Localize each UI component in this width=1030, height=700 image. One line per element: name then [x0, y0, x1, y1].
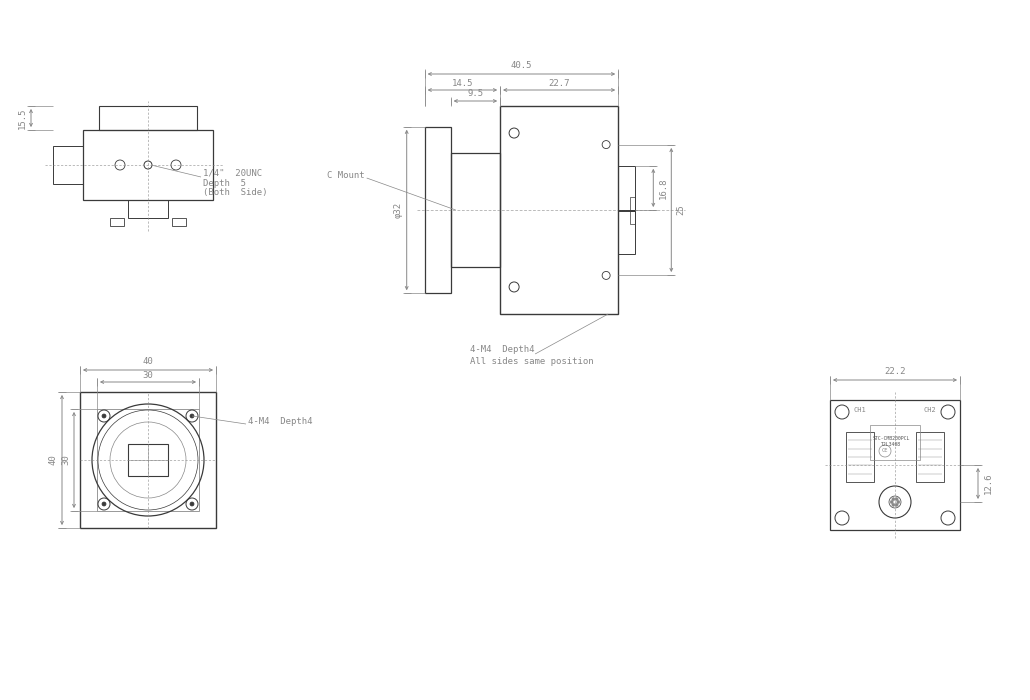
Text: 30: 30	[62, 454, 70, 466]
Text: 25: 25	[677, 204, 686, 216]
Text: CE: CE	[882, 449, 888, 454]
Text: CH2: CH2	[924, 407, 936, 413]
Bar	[53, 146, 83, 184]
Bar	[630, 197, 636, 209]
Text: 4-M4  Depth4: 4-M4 Depth4	[470, 344, 535, 354]
Bar	[80, 392, 216, 528]
Bar	[97, 409, 199, 511]
Text: 14.5: 14.5	[451, 78, 473, 88]
Bar	[870, 425, 920, 460]
Bar	[424, 127, 451, 293]
Bar	[618, 211, 636, 254]
Text: 1/4"  20UNC: 1/4" 20UNC	[203, 169, 262, 178]
Circle shape	[892, 498, 895, 500]
Bar	[846, 432, 874, 482]
Text: 30: 30	[142, 370, 153, 379]
Circle shape	[190, 502, 194, 506]
Circle shape	[890, 500, 893, 503]
Circle shape	[102, 414, 106, 418]
Text: C Mount: C Mount	[328, 171, 365, 179]
Bar	[110, 218, 124, 226]
Text: φ32: φ32	[393, 202, 402, 218]
Bar	[630, 211, 636, 223]
Text: 16.8: 16.8	[659, 177, 667, 199]
Text: 4-M4  Depth4: 4-M4 Depth4	[248, 417, 312, 426]
Bar	[830, 400, 960, 530]
Bar	[451, 153, 501, 267]
Text: STC-CMB200PCL: STC-CMB200PCL	[872, 435, 909, 440]
Circle shape	[102, 502, 106, 506]
Text: 22.2: 22.2	[884, 368, 905, 377]
Text: 40: 40	[142, 358, 153, 367]
Bar	[618, 166, 636, 209]
Text: 40: 40	[48, 454, 58, 466]
Text: (Both  Side): (Both Side)	[203, 188, 268, 197]
Bar	[128, 444, 168, 476]
Circle shape	[895, 503, 898, 506]
Text: 9.5: 9.5	[468, 90, 483, 99]
Bar	[501, 106, 618, 314]
Text: CH1: CH1	[854, 407, 866, 413]
Circle shape	[892, 503, 895, 506]
Circle shape	[897, 500, 900, 503]
Bar	[916, 432, 945, 482]
Text: 40.5: 40.5	[511, 60, 533, 69]
Bar	[128, 200, 168, 218]
Circle shape	[190, 414, 194, 418]
Text: All sides same position: All sides same position	[470, 356, 593, 365]
Bar	[83, 130, 213, 200]
Text: Depth  5: Depth 5	[203, 178, 246, 188]
Text: 22.7: 22.7	[548, 78, 570, 88]
Bar	[99, 106, 197, 130]
Text: 12.6: 12.6	[984, 473, 993, 494]
Circle shape	[895, 498, 898, 500]
Text: 15.5: 15.5	[18, 107, 27, 129]
Bar	[172, 218, 186, 226]
Text: T2L3408: T2L3408	[881, 442, 901, 447]
